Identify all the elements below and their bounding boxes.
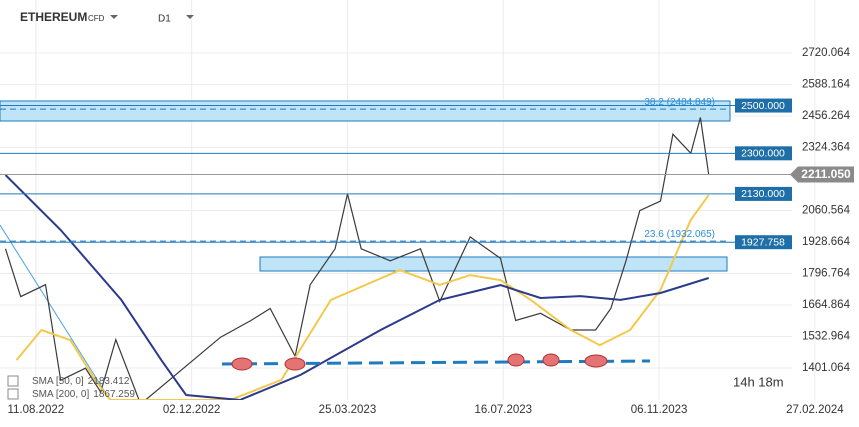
- y-tick-label: 2720.064: [802, 47, 851, 59]
- instrument: ETHEREUM: [20, 10, 87, 24]
- fib-label: 38.2 (2484.849): [644, 97, 715, 108]
- touch-point: [507, 353, 525, 367]
- legend-value: 2183.412: [88, 376, 130, 387]
- dropdown-icon[interactable]: [186, 15, 194, 19]
- x-tick-label: 11.08.2022: [7, 404, 64, 416]
- price-tag: [790, 166, 854, 183]
- plot: [4, 117, 710, 400]
- y-tick-label: 2588.164: [802, 79, 851, 91]
- legend-entry: SMA [200, 0] 1867.259: [32, 389, 135, 400]
- level-label: 2130.000: [741, 188, 785, 200]
- touch-point: [284, 357, 306, 371]
- level-label: 2300.000: [741, 148, 785, 160]
- x-tick-label: 27.02.2024: [786, 404, 844, 416]
- y-tick-label: 1532.964: [802, 331, 851, 343]
- level-tag: [735, 146, 792, 161]
- level-tag: [735, 98, 792, 113]
- level-tag: [735, 235, 792, 250]
- support-zone: [259, 256, 728, 272]
- level-label: 1927.758: [741, 236, 785, 248]
- legend-name: SMA [200, 0]: [32, 389, 89, 400]
- y-tick-label: 1401.064: [802, 362, 851, 374]
- instrument-type: CFD: [88, 14, 105, 23]
- level-tag: [735, 186, 792, 201]
- legend-entry: SMA [50, 0] 2183.412: [32, 376, 130, 387]
- timeframe[interactable]: D1: [158, 14, 171, 25]
- resistance-zone: [0, 100, 731, 122]
- x-tick-label: 02.12.2022: [163, 404, 221, 416]
- fib-label: 23.6 (1932.065): [644, 229, 715, 240]
- touch-point: [542, 353, 560, 367]
- legend-icon: [7, 388, 19, 400]
- legend-icon: [7, 375, 19, 387]
- touch-point: [231, 357, 253, 371]
- y-tick-label: 1928.664: [802, 236, 851, 248]
- legend-name: SMA [50, 0]: [32, 376, 84, 387]
- touch-point: [584, 354, 608, 368]
- countdown: 14h 18m: [733, 374, 784, 389]
- x-tick-label: 16.07.2023: [474, 404, 532, 416]
- y-tick-label: 1664.864: [802, 299, 851, 311]
- touch-points: [231, 353, 608, 371]
- series-line: [15, 194, 710, 400]
- dropdown-icon[interactable]: [110, 15, 118, 19]
- level-label: 2500.000: [741, 100, 785, 112]
- y-tick-label: 2456.264: [802, 110, 851, 122]
- overlay: 2500.000 2300.000 2130.000 1927.758 38.2 (24…: [0, 97, 854, 400]
- price-label: 2211.050: [801, 167, 851, 181]
- y-tick-label: 1796.764: [802, 268, 851, 280]
- legend-value: 1867.259: [93, 389, 135, 400]
- series-line: [4, 117, 710, 400]
- x-tick-label: 06.11.2023: [631, 404, 688, 416]
- series-line: [4, 174, 709, 400]
- trend-line: [0, 224, 111, 401]
- y-tick-label: 2324.364: [802, 142, 851, 154]
- x-tick-label: 25.03.2023: [319, 404, 377, 416]
- y-tick-label: 2060.564: [802, 205, 851, 217]
